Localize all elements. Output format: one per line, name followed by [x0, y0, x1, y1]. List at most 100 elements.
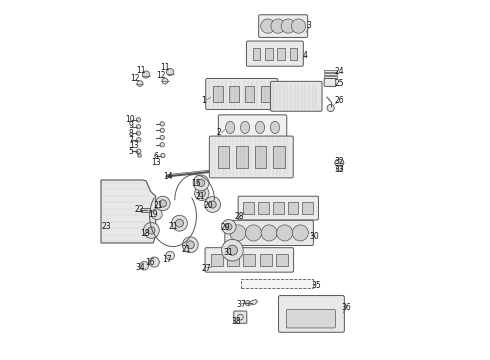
- Text: 21: 21: [182, 245, 192, 253]
- Circle shape: [227, 245, 238, 255]
- Circle shape: [195, 186, 209, 201]
- Ellipse shape: [270, 121, 280, 134]
- Bar: [255, 146, 266, 168]
- Text: 33: 33: [335, 165, 344, 174]
- FancyBboxPatch shape: [219, 115, 287, 140]
- Bar: [211, 254, 223, 266]
- Text: 4: 4: [303, 50, 308, 59]
- Circle shape: [271, 19, 285, 33]
- Text: 12: 12: [156, 71, 166, 80]
- Text: 31: 31: [223, 248, 233, 257]
- Bar: [277, 48, 285, 60]
- Circle shape: [197, 179, 205, 186]
- Text: 24: 24: [335, 67, 344, 76]
- Circle shape: [292, 225, 308, 241]
- Circle shape: [245, 225, 262, 241]
- Bar: [244, 202, 254, 214]
- Text: 29: 29: [220, 223, 230, 232]
- Bar: [324, 76, 337, 78]
- Circle shape: [161, 153, 165, 158]
- Circle shape: [186, 241, 194, 249]
- Circle shape: [166, 251, 174, 260]
- Text: 32: 32: [335, 157, 344, 166]
- Circle shape: [144, 222, 159, 238]
- Circle shape: [167, 68, 174, 76]
- Bar: [324, 73, 337, 75]
- Circle shape: [327, 104, 334, 112]
- FancyBboxPatch shape: [270, 81, 322, 111]
- Circle shape: [160, 135, 164, 140]
- FancyBboxPatch shape: [246, 41, 303, 66]
- Circle shape: [209, 201, 216, 208]
- Ellipse shape: [241, 121, 250, 134]
- Text: 30: 30: [309, 233, 319, 241]
- Bar: [273, 146, 285, 168]
- Circle shape: [175, 219, 183, 227]
- Circle shape: [143, 71, 149, 78]
- Text: 21: 21: [195, 192, 205, 201]
- Circle shape: [148, 227, 155, 234]
- Text: 20: 20: [203, 202, 213, 210]
- Polygon shape: [248, 300, 258, 305]
- Circle shape: [156, 196, 170, 211]
- Text: 1: 1: [201, 95, 206, 104]
- Text: 2: 2: [217, 128, 221, 137]
- Circle shape: [221, 239, 243, 261]
- Text: 5: 5: [128, 148, 133, 156]
- Text: 15: 15: [191, 179, 200, 188]
- Circle shape: [292, 19, 306, 33]
- Text: 7: 7: [128, 136, 133, 145]
- Bar: [242, 279, 314, 288]
- Text: 25: 25: [335, 79, 344, 88]
- Ellipse shape: [255, 121, 265, 134]
- Text: 16: 16: [146, 258, 155, 266]
- Text: 27: 27: [201, 264, 211, 273]
- Circle shape: [136, 118, 141, 122]
- Text: 14: 14: [163, 172, 172, 181]
- Circle shape: [182, 237, 198, 253]
- Ellipse shape: [335, 159, 344, 166]
- Text: 34: 34: [135, 263, 145, 271]
- Circle shape: [137, 81, 143, 86]
- FancyBboxPatch shape: [324, 78, 336, 86]
- Text: 13: 13: [151, 158, 161, 167]
- FancyBboxPatch shape: [225, 220, 314, 246]
- Bar: [229, 86, 239, 102]
- Circle shape: [337, 166, 342, 171]
- Circle shape: [205, 197, 220, 212]
- Text: 38: 38: [231, 317, 241, 325]
- FancyBboxPatch shape: [209, 136, 293, 178]
- Text: 36: 36: [342, 303, 351, 312]
- Circle shape: [159, 200, 167, 207]
- Bar: [324, 70, 337, 72]
- Bar: [260, 254, 271, 266]
- Bar: [288, 202, 298, 214]
- Text: 19: 19: [148, 210, 158, 219]
- Bar: [273, 202, 284, 214]
- Text: 13: 13: [129, 140, 139, 150]
- FancyBboxPatch shape: [286, 310, 335, 328]
- Circle shape: [261, 19, 275, 33]
- Circle shape: [136, 131, 141, 135]
- Text: 11: 11: [136, 66, 146, 75]
- Text: 26: 26: [335, 95, 344, 104]
- FancyBboxPatch shape: [234, 311, 247, 323]
- Circle shape: [225, 224, 232, 230]
- Circle shape: [138, 154, 141, 157]
- Circle shape: [198, 190, 205, 197]
- Text: 9: 9: [128, 122, 133, 130]
- Circle shape: [160, 128, 164, 132]
- Text: 22: 22: [135, 205, 144, 214]
- Circle shape: [193, 175, 209, 191]
- Text: 21: 21: [169, 222, 178, 231]
- Circle shape: [162, 78, 168, 84]
- Bar: [253, 48, 260, 60]
- Bar: [227, 254, 239, 266]
- Text: 37: 37: [237, 300, 246, 309]
- Text: 28: 28: [234, 212, 244, 221]
- FancyBboxPatch shape: [278, 296, 344, 332]
- Circle shape: [137, 149, 141, 153]
- Bar: [258, 202, 269, 214]
- Text: 6: 6: [153, 152, 158, 161]
- Bar: [265, 48, 272, 60]
